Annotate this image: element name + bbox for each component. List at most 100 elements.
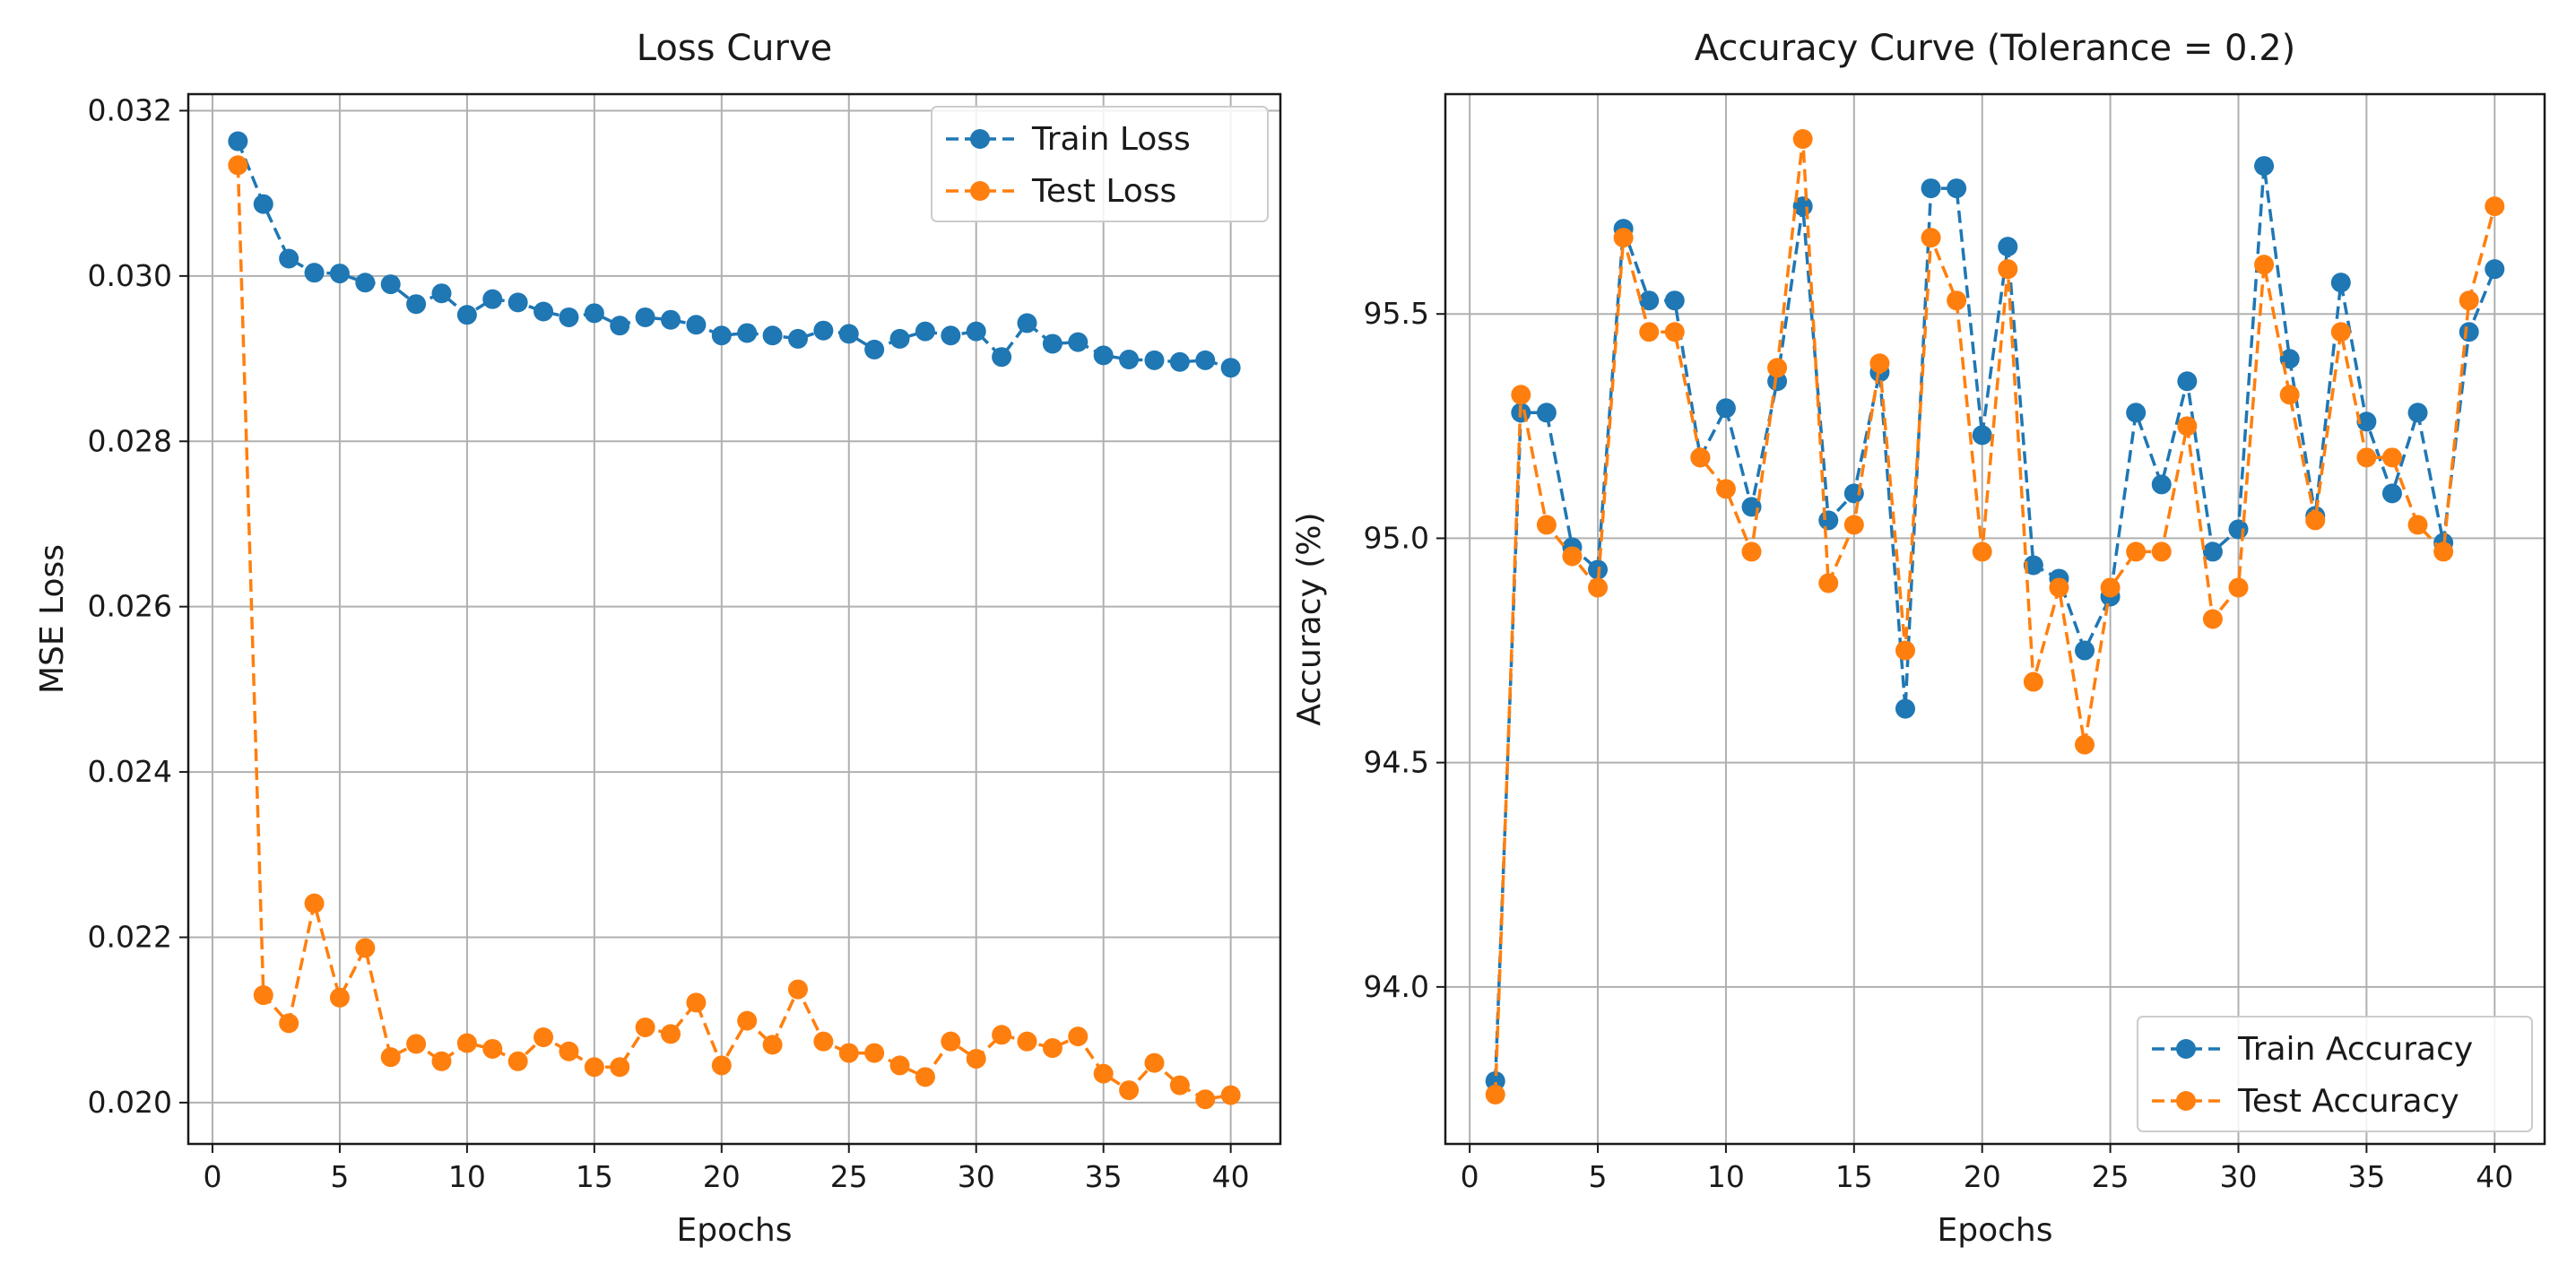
test-accuracy-point	[1715, 479, 1736, 499]
train-accuracy-point	[1664, 290, 1685, 311]
test-loss-point	[635, 1017, 655, 1037]
train-loss-legend-marker	[970, 129, 990, 149]
test-loss-legend-label: Test Loss	[1031, 173, 1176, 210]
test-loss-point	[1042, 1038, 1062, 1059]
train-loss-point	[431, 283, 452, 304]
train-accuracy-point	[1536, 403, 1557, 423]
test-loss-legend-marker	[970, 181, 990, 201]
y-tick-label: 0.026	[88, 589, 172, 624]
test-accuracy-point	[2023, 671, 2043, 692]
train-accuracy-legend-label: Train Accuracy	[2237, 1031, 2473, 1068]
y-axis-label: MSE Loss	[34, 544, 71, 694]
train-loss-point	[1220, 358, 1241, 378]
test-loss-point	[431, 1051, 452, 1071]
test-accuracy-legend-label: Test Accuracy	[2237, 1083, 2459, 1120]
train-accuracy-point	[2202, 541, 2223, 562]
x-tick-label: 40	[2476, 1159, 2513, 1194]
legend: Train Loss Test Loss	[931, 106, 1269, 222]
x-tick-label: 40	[1212, 1159, 1250, 1194]
y-tick-label: 94.0	[1364, 969, 1429, 1004]
loss-curve-panel: 0 5 10 15 20 25 30 35 40 0.020 0.022 0.024 0.026 0.02…	[34, 28, 1282, 1249]
x-tick-label: 0	[203, 1159, 221, 1194]
test-loss-point	[329, 987, 350, 1008]
test-accuracy-point	[1818, 573, 1839, 593]
x-tick-label: 30	[2219, 1159, 2257, 1194]
train-loss-legend-label: Train Loss	[1031, 121, 1191, 158]
x-tick-label: 35	[1085, 1159, 1123, 1194]
train-loss-point	[228, 131, 248, 152]
train-loss-point	[966, 321, 986, 342]
test-loss-point	[864, 1043, 885, 1063]
train-accuracy-point	[2330, 273, 2351, 293]
x-tick-label: 20	[703, 1159, 741, 1194]
train-accuracy-point	[2356, 411, 2377, 432]
train-accuracy-point	[2254, 156, 2275, 177]
test-accuracy-point	[2279, 385, 2300, 405]
test-accuracy-point	[2356, 447, 2377, 468]
test-loss-point	[838, 1043, 859, 1063]
test-accuracy-point	[1895, 640, 1915, 661]
test-loss-point	[584, 1057, 604, 1078]
test-loss-point	[456, 1033, 477, 1053]
test-loss-point	[482, 1038, 503, 1059]
train-loss-point	[279, 248, 299, 269]
test-loss-point	[279, 1013, 299, 1034]
plot-frame	[186, 92, 1282, 1146]
train-loss-point	[915, 321, 935, 342]
y-tick-label: 95.5	[1364, 296, 1429, 331]
x-tick-label: 30	[958, 1159, 995, 1194]
legend: Train Accuracy Test Accuracy	[2137, 1016, 2533, 1132]
train-loss-point	[1093, 345, 1114, 366]
legend-box	[2137, 1016, 2533, 1132]
test-accuracy-point	[2228, 577, 2249, 598]
train-loss-point	[456, 305, 477, 325]
train-loss-point	[941, 325, 961, 346]
train-accuracy-point	[2126, 403, 2147, 423]
test-accuracy-point	[1485, 1084, 1505, 1104]
test-loss-point	[661, 1024, 681, 1044]
test-accuracy-point	[1741, 541, 1762, 562]
x-tick-label: 25	[2092, 1159, 2129, 1194]
test-accuracy-point	[2407, 515, 2428, 535]
train-loss-point	[686, 315, 707, 335]
test-loss-point	[762, 1035, 783, 1055]
train-loss-point	[1144, 350, 1165, 370]
test-loss-point	[966, 1049, 986, 1070]
y-tick-label: 0.028	[88, 423, 172, 458]
y-tick-label: 95.0	[1364, 520, 1429, 555]
x-tick-label: 5	[1589, 1159, 1608, 1194]
train-accuracy-point	[1818, 510, 1839, 531]
test-loss-point	[610, 1057, 630, 1078]
train-loss-point	[406, 294, 427, 315]
test-loss-point	[253, 985, 273, 1006]
test-loss-point	[1195, 1089, 1216, 1110]
test-accuracy-point	[1664, 322, 1685, 342]
test-accuracy-point	[2433, 541, 2454, 562]
test-accuracy-point	[1998, 259, 2018, 280]
test-accuracy-point	[1613, 228, 1634, 248]
test-accuracy-point	[1947, 290, 1967, 311]
x-axis-label: Epochs	[677, 1212, 793, 1249]
y-tick-label: 0.024	[88, 754, 172, 789]
train-accuracy-line	[1493, 165, 2496, 1081]
train-accuracy-point	[2075, 640, 2095, 661]
test-loss-point	[1119, 1080, 1140, 1101]
x-tick-label: 10	[1707, 1159, 1745, 1194]
train-loss-point	[507, 292, 528, 313]
test-loss-point	[889, 1055, 910, 1076]
plot-frame	[1444, 92, 2546, 1146]
x-tick-label: 35	[2347, 1159, 2385, 1194]
train-loss-point	[992, 347, 1012, 368]
test-accuracy-point	[2100, 577, 2121, 598]
train-loss-point	[610, 316, 630, 336]
train-loss-point	[1068, 332, 1089, 352]
train-loss-point	[762, 325, 783, 346]
train-accuracy-point	[1921, 178, 1941, 199]
test-loss-point	[1068, 1026, 1089, 1047]
test-accuracy-point	[1536, 515, 1557, 535]
test-loss-point	[304, 893, 325, 914]
train-loss-line	[236, 140, 1232, 369]
test-loss-point	[1220, 1085, 1241, 1105]
x-tick-label: 5	[330, 1159, 349, 1194]
test-loss-line	[236, 165, 1231, 1102]
